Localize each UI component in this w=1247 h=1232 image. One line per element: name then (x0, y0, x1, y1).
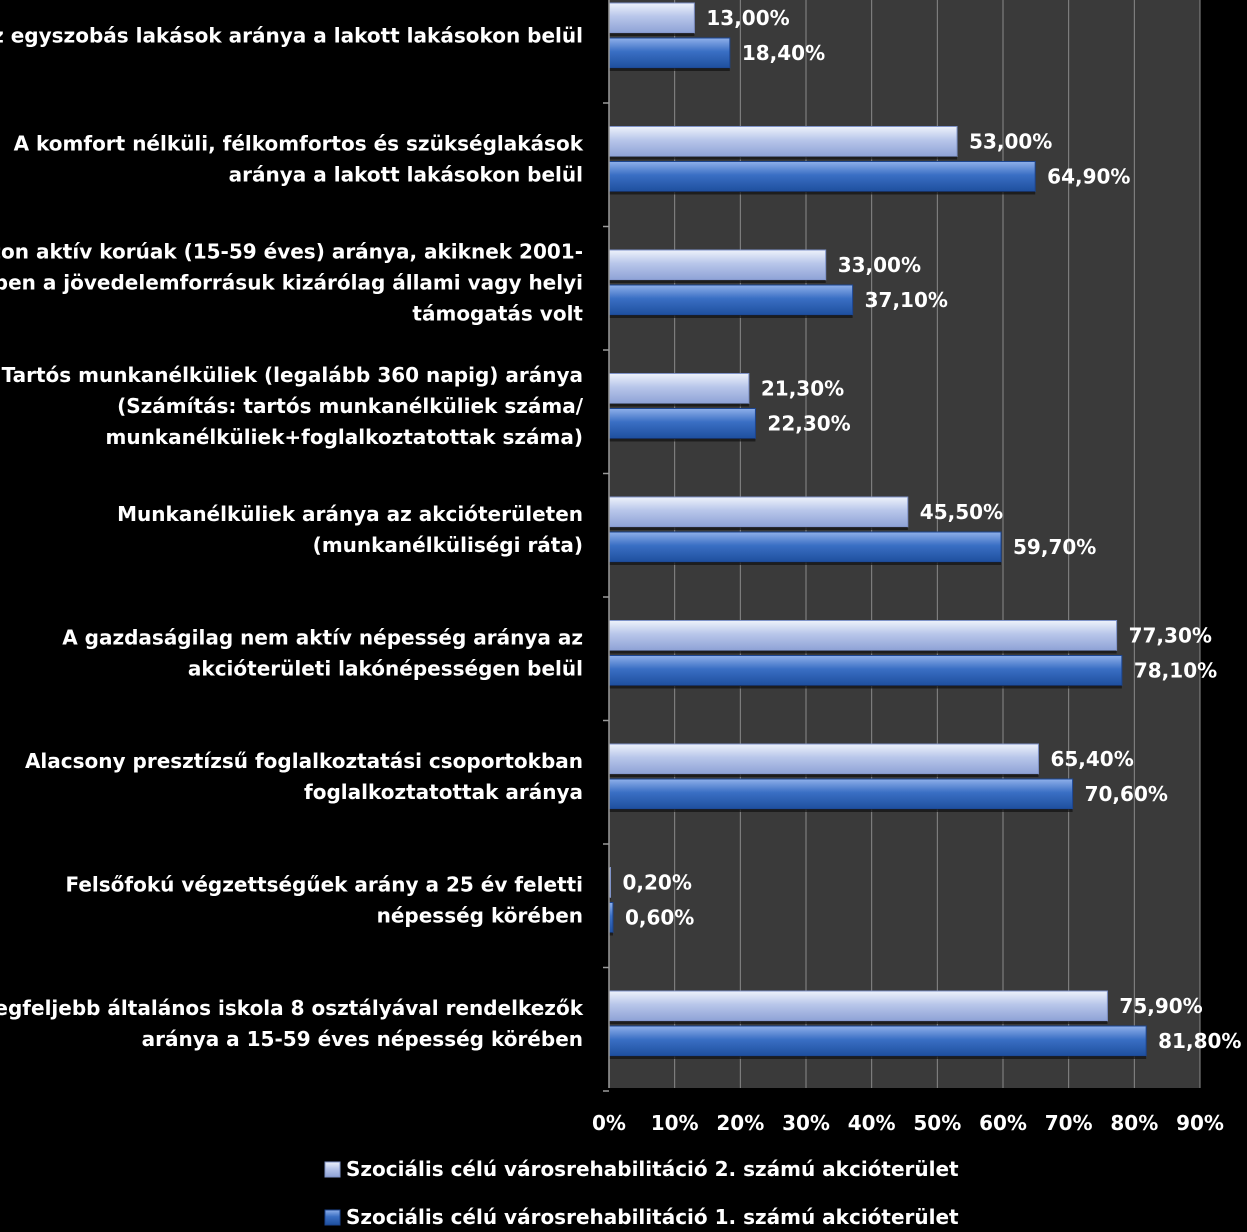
bar-shadow (609, 68, 730, 71)
x-tick-label: 60% (979, 1111, 1027, 1135)
x-tick-label: 80% (1110, 1111, 1158, 1135)
bar-series-1 (608, 249, 827, 281)
bar-series-2 (608, 655, 1123, 686)
bars (608, 2, 1147, 1059)
bar-shadow (609, 809, 1073, 812)
data-label: 21,30% (761, 377, 844, 401)
bar-shadow (609, 1021, 1108, 1024)
bar-series-2 (608, 161, 1036, 192)
bar-shadow (609, 33, 695, 36)
category-label: aránya a 15-59 éves népesség körében (142, 1027, 583, 1051)
category-label: (munkanélküliségi ráta) (313, 533, 583, 557)
data-label: 13,00% (706, 6, 789, 30)
bar-shadow (609, 527, 908, 530)
value-labels: 13,00% 18,40% 53,00% 64,90% 33,00% 37,10% 21,3… (623, 6, 1242, 1053)
data-label: 65,40% (1050, 747, 1133, 771)
x-tick-labels: 0% 10% 20% 30% 40% 50% 60% 70% 80% 90% (592, 1111, 1224, 1135)
bar-series-2 (608, 284, 854, 316)
x-tick-label: 0% (592, 1111, 626, 1135)
bar-series-1 (608, 990, 1108, 1022)
data-label: 70,60% (1085, 782, 1168, 806)
category-label: Tartós munkanélküliek (legalább 360 napi… (2, 363, 583, 387)
category-label: Az egyszobás lakások aránya a lakott lak… (0, 24, 583, 48)
bar-shadow (609, 191, 1036, 195)
category-label: népesség körében (377, 904, 583, 928)
category-label: munkanélküliek+foglalkoztatottak száma) (105, 425, 583, 449)
bar-series-1 (608, 2, 695, 34)
bar-series-2 (608, 37, 731, 69)
category-label: A komfort nélküli, félkomfortos és szüks… (14, 132, 584, 156)
category-label: Alacsony presztízsű foglalkoztatási csop… (25, 749, 583, 773)
bar-series-1 (608, 373, 750, 404)
category-label: akcióterületi lakónépességen belül (188, 657, 583, 681)
bar-series-2 (608, 531, 1002, 563)
data-label: 75,90% (1119, 994, 1202, 1018)
data-label: 81,80% (1158, 1029, 1241, 1053)
bar-series-2 (608, 778, 1074, 810)
legend-entry: Szociális célú városrehabilitáció 1. szá… (346, 1205, 959, 1229)
bar-series-1 (608, 496, 909, 528)
bar-shadow (609, 932, 613, 936)
bar-shadow (609, 685, 1122, 689)
legend-swatch (324, 1209, 341, 1226)
category-label: aránya a lakott lakásokon belül (229, 163, 583, 187)
legend: Szociális célú városrehabilitáció 2. szá… (324, 1157, 959, 1229)
bar-shadow (609, 1056, 1147, 1059)
bar-shadow (609, 280, 826, 283)
category-label: Munkanélküliek aránya az akcióterületen (117, 502, 583, 526)
bar-shadow (609, 156, 958, 160)
x-tick-label: 30% (782, 1111, 830, 1135)
bar-shadow (609, 562, 1002, 565)
data-label: 45,50% (920, 500, 1003, 524)
bar-shadow (609, 438, 756, 442)
data-label: 77,30% (1129, 624, 1212, 648)
category-label: Felsőfokú végzettségűek arány a 25 év fe… (65, 873, 583, 897)
bar-shadow (609, 403, 749, 407)
bar-series-2 (608, 1025, 1147, 1057)
bar-series-1 (608, 620, 1118, 651)
legend-entry: Szociális célú városrehabilitáció 2. szá… (346, 1157, 959, 1181)
data-label: 37,10% (865, 288, 948, 312)
bar-series-1 (608, 743, 1039, 775)
x-tick-label: 50% (913, 1111, 961, 1135)
data-label: 64,90% (1047, 165, 1130, 189)
data-label: 22,30% (767, 412, 850, 436)
x-tick-label: 10% (651, 1111, 699, 1135)
category-labels: Az egyszobás lakások aránya a lakott lak… (0, 24, 584, 1052)
bar-shadow (609, 315, 853, 318)
data-label: 53,00% (969, 130, 1052, 154)
category-label: (Számítás: tartós munkanélküliek száma/ (117, 394, 584, 418)
category-label: Azon aktív korúak (15-59 éves) aránya, a… (0, 240, 583, 264)
category-label: ben a jövedelemforrásuk kizárólag állami… (0, 271, 583, 295)
data-label: 33,00% (838, 253, 921, 277)
category-label: Legfeljebb általános iskola 8 osztályáva… (0, 996, 584, 1020)
x-tick-label: 40% (848, 1111, 896, 1135)
bar-shadow (609, 774, 1039, 777)
legend-swatch (324, 1161, 341, 1178)
data-label: 59,70% (1013, 535, 1096, 559)
x-tick-label: 90% (1176, 1111, 1224, 1135)
data-label: 18,40% (742, 41, 825, 65)
data-label: 78,10% (1134, 659, 1217, 683)
category-label: foglalkoztatottak aránya (304, 780, 583, 804)
y-axis (603, 0, 610, 1092)
data-label: 0,60% (625, 906, 694, 930)
bar-series-2 (608, 408, 756, 439)
data-label: 0,20% (623, 871, 692, 895)
x-tick-label: 70% (1045, 1111, 1093, 1135)
x-tick-label: 20% (716, 1111, 764, 1135)
category-label: A gazdaságilag nem aktív népesség aránya… (62, 626, 583, 650)
bar-shadow (609, 650, 1117, 654)
bar-series-1 (608, 126, 958, 157)
category-label: támogatás volt (412, 302, 583, 326)
